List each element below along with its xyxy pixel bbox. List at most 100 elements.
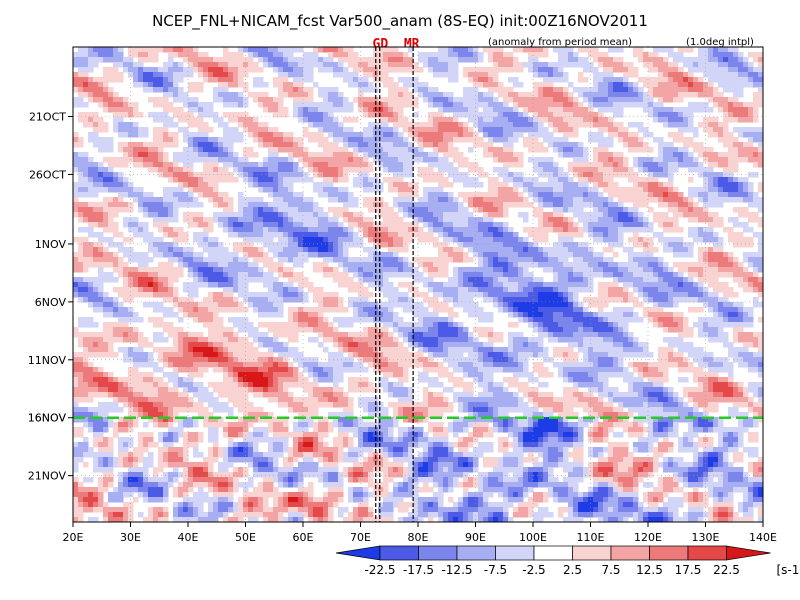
field-cell <box>393 267 399 273</box>
field-cell <box>708 72 714 78</box>
field-cell <box>303 252 309 258</box>
field-cell <box>273 57 279 63</box>
field-cell <box>118 122 124 128</box>
field-cell <box>693 272 699 278</box>
field-cell <box>418 232 424 238</box>
field-cell <box>523 182 529 188</box>
field-cell <box>368 257 374 263</box>
field-cell <box>538 187 544 193</box>
field-cell <box>278 137 284 143</box>
field-cell <box>173 272 179 278</box>
field-cell <box>503 87 509 93</box>
field-cell <box>78 77 84 83</box>
field-cell <box>118 197 124 203</box>
field-cell <box>183 197 189 203</box>
field-cell <box>163 92 169 98</box>
field-cell <box>253 172 259 178</box>
field-cell <box>93 92 99 98</box>
field-cell <box>468 102 474 108</box>
field-cell <box>618 77 624 83</box>
field-cell <box>158 207 164 213</box>
field-cell <box>263 177 269 183</box>
field-cell <box>153 157 159 163</box>
field-cell <box>553 257 559 263</box>
field-cell <box>258 247 264 253</box>
field-cell <box>638 167 644 173</box>
field-cell <box>363 62 369 68</box>
field-cell <box>358 132 364 138</box>
field-cell <box>198 177 204 183</box>
field-cell <box>328 147 334 153</box>
field-cell <box>178 107 184 113</box>
field-cell <box>528 117 534 123</box>
field-cell <box>508 97 514 103</box>
field-cell <box>278 72 284 78</box>
field-cell <box>638 187 644 193</box>
field-cell <box>128 72 134 78</box>
field-cell <box>273 232 279 238</box>
field-cell <box>508 142 514 148</box>
field-cell <box>203 127 209 133</box>
field-cell <box>288 182 294 188</box>
field-cell <box>343 282 349 288</box>
field-cell <box>543 162 549 168</box>
field-cell <box>118 257 124 263</box>
field-cell <box>488 67 494 73</box>
field-cell <box>368 122 374 128</box>
field-cell <box>328 117 334 123</box>
field-cell <box>303 52 309 58</box>
field-cell <box>758 262 763 268</box>
field-cell <box>588 102 594 108</box>
field-cell <box>218 192 224 198</box>
field-cell <box>708 157 714 163</box>
field-cell <box>208 222 214 228</box>
field-cell <box>443 147 449 153</box>
field-cell <box>203 227 209 233</box>
field-cell <box>263 102 269 108</box>
field-cell <box>328 207 334 213</box>
field-cell <box>493 212 499 218</box>
field-cell <box>578 47 584 53</box>
field-cell <box>653 217 659 223</box>
field-cell <box>713 92 719 98</box>
field-cell <box>173 67 179 73</box>
field-cell <box>223 172 229 178</box>
field-cell <box>353 117 359 123</box>
field-cell <box>613 112 619 118</box>
field-cell <box>413 277 419 283</box>
field-cell <box>628 82 634 88</box>
field-cell <box>588 212 594 218</box>
field-cell <box>83 87 89 93</box>
field-cell <box>723 272 729 278</box>
field-cell <box>268 132 274 138</box>
field-cell <box>208 227 214 233</box>
field-cell <box>153 102 159 108</box>
field-cell <box>453 127 459 133</box>
field-cell <box>583 242 589 248</box>
field-cell <box>428 92 434 98</box>
field-cell <box>188 267 194 273</box>
field-cell <box>468 162 474 168</box>
field-cell <box>503 187 509 193</box>
field-cell <box>538 112 544 118</box>
field-cell <box>253 202 259 208</box>
field-cell <box>703 207 709 213</box>
field-cell <box>363 167 369 173</box>
field-cell <box>478 182 484 188</box>
field-cell <box>633 252 639 258</box>
field-cell <box>493 87 499 93</box>
field-cell <box>168 202 174 208</box>
field-cell <box>573 57 579 63</box>
field-cell <box>568 102 574 108</box>
field-cell <box>228 232 234 238</box>
field-cell <box>423 212 429 218</box>
field-cell <box>578 207 584 213</box>
field-cell <box>308 67 314 73</box>
field-cell <box>568 112 574 118</box>
field-cell <box>308 87 314 93</box>
field-cell <box>588 227 594 233</box>
field-cell <box>208 162 214 168</box>
field-cell <box>743 142 749 148</box>
field-cell <box>353 272 359 278</box>
field-cell <box>703 87 709 93</box>
